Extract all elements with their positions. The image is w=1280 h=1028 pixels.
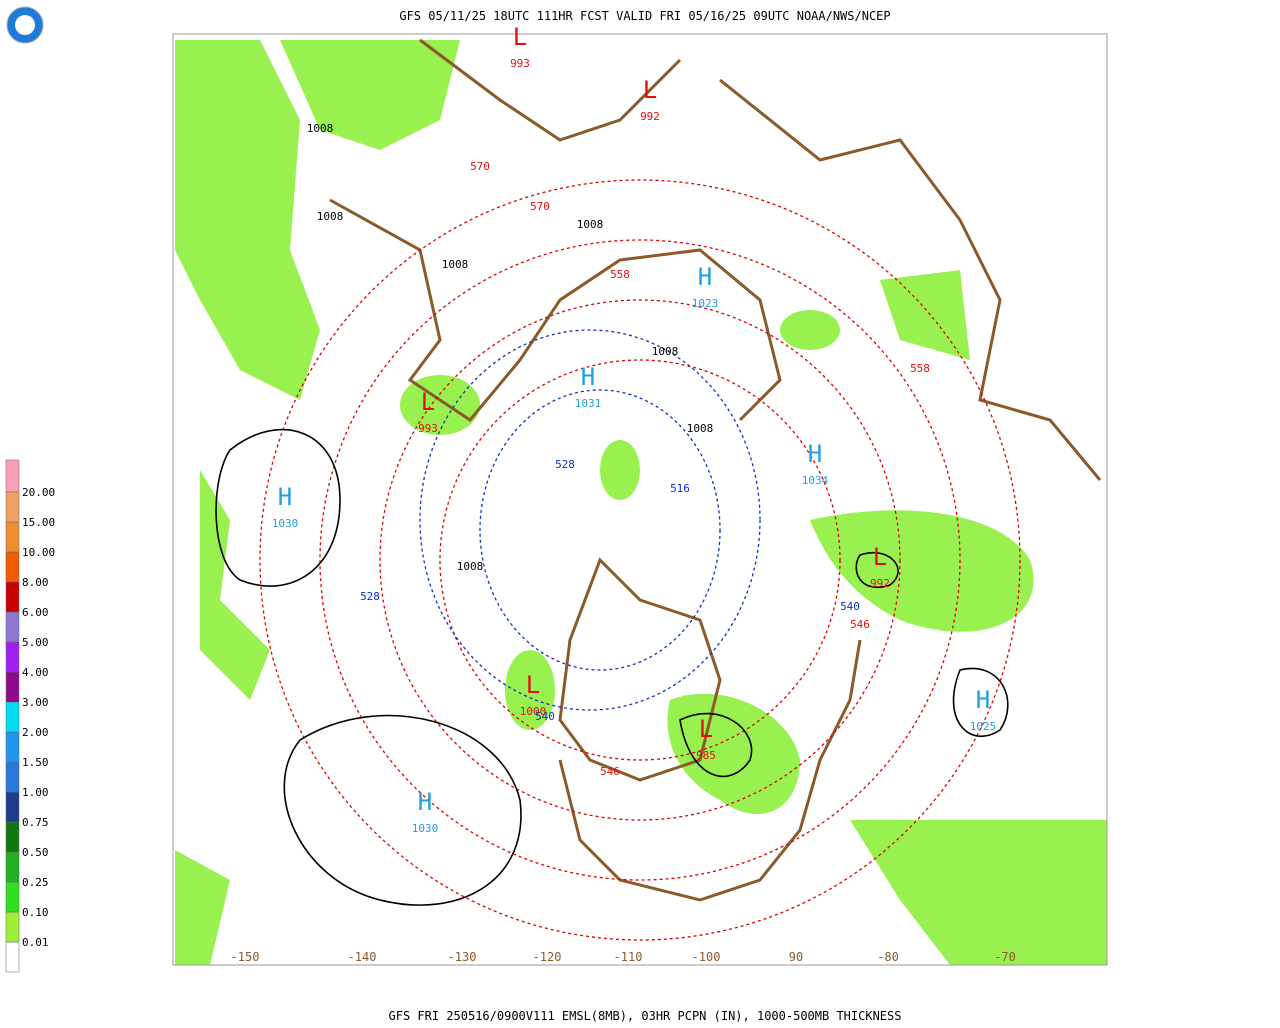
longitude-label: 90 <box>789 950 803 964</box>
legend-label: 0.50 <box>22 846 49 859</box>
contour-label: 540 <box>840 600 860 613</box>
center-symbol: L <box>643 76 657 104</box>
center-symbol: L <box>699 715 713 743</box>
contour-label: 1008 <box>317 210 344 223</box>
legend-label: 4.00 <box>22 666 49 679</box>
contour-label: 1008 <box>442 258 469 271</box>
longitude-label: -100 <box>692 950 721 964</box>
legend-top-swatch <box>5 459 20 493</box>
legend-swatch <box>5 671 20 703</box>
center-value: 1000 <box>520 705 547 718</box>
legend-swatch <box>5 551 20 583</box>
map-area <box>173 34 1107 965</box>
longitude-label: -70 <box>994 950 1016 964</box>
legend-swatch <box>5 731 20 763</box>
thickness-contours <box>259 179 1021 941</box>
legend-swatch <box>5 761 20 793</box>
legend-swatch <box>5 791 20 823</box>
center-symbol: L <box>513 23 527 51</box>
legend-label: 6.00 <box>22 606 49 619</box>
legend-label: 20.00 <box>22 486 55 499</box>
title: GFS 05/11/25 18UTC 111HR FCST VALID FRI … <box>399 9 890 23</box>
legend-swatch <box>5 911 20 943</box>
legend-label: 15.00 <box>22 516 55 529</box>
legend-label: 1.00 <box>22 786 49 799</box>
longitude-label: -110 <box>614 950 643 964</box>
longitude-label: -80 <box>877 950 899 964</box>
center-symbol: H <box>698 263 712 291</box>
contour-label: 570 <box>530 200 550 213</box>
legend-swatch <box>5 881 20 913</box>
center-value: 992 <box>640 110 660 123</box>
longitude-label: -120 <box>533 950 562 964</box>
center-value: 1030 <box>412 822 439 835</box>
contour-label: 1008 <box>687 422 714 435</box>
center-value: 992 <box>870 577 890 590</box>
center-symbol: L <box>421 388 435 416</box>
center-value: 985 <box>696 749 716 762</box>
legend-swatch <box>5 491 20 523</box>
center-value: 1025 <box>970 720 997 733</box>
center-symbol: H <box>278 483 292 511</box>
legend-label: 5.00 <box>22 636 49 649</box>
longitude-label: -150 <box>231 950 260 964</box>
precip-areas <box>175 40 1107 965</box>
footer-caption: GFS FRI 250516/0900V111 EMSL(8MB), 03HR … <box>389 1009 902 1023</box>
contour-label: 1008 <box>457 560 484 573</box>
noaa-logo-inner <box>15 15 35 35</box>
legend-label: 0.75 <box>22 816 49 829</box>
center-symbol: L <box>526 671 540 699</box>
longitude-label: -130 <box>448 950 477 964</box>
legend-label: 8.00 <box>22 576 49 589</box>
legend-swatch <box>5 851 20 883</box>
contour-label: 1008 <box>577 218 604 231</box>
cold-thickness-contours <box>419 329 761 711</box>
center-value: 1034 <box>802 474 829 487</box>
center-symbol: L <box>873 543 887 571</box>
contour-label: 528 <box>555 458 575 471</box>
center-value: 1030 <box>272 517 299 530</box>
legend-label: 0.01 <box>22 936 49 949</box>
coastlines <box>329 38 1102 902</box>
map-border <box>172 33 1108 966</box>
contour-label: 558 <box>610 268 630 281</box>
center-value: 993 <box>418 422 438 435</box>
legend-swatch <box>5 701 20 733</box>
contour-label: 540 <box>535 710 555 723</box>
legend-swatch <box>5 941 20 973</box>
contour-label: 558 <box>910 362 930 375</box>
center-value: 993 <box>510 57 530 70</box>
contour-label: 546 <box>850 618 870 631</box>
legend-label: 10.00 <box>22 546 55 559</box>
isobars <box>215 428 1009 906</box>
legend-swatch <box>5 641 20 673</box>
legend-label: 3.00 <box>22 696 49 709</box>
legend-label: 2.00 <box>22 726 49 739</box>
legend-label: 1.50 <box>22 756 49 769</box>
center-symbol: H <box>418 788 432 816</box>
legend-label: 0.10 <box>22 906 49 919</box>
legend-swatch <box>5 581 20 613</box>
legend-label: 0.25 <box>22 876 49 889</box>
center-symbol: H <box>808 440 822 468</box>
legend-swatch <box>5 521 20 553</box>
legend-swatch <box>5 611 20 643</box>
contour-label: 1008 <box>307 122 334 135</box>
legend-swatch <box>5 821 20 853</box>
contour-label: 546 <box>600 765 620 778</box>
center-symbol: H <box>581 363 595 391</box>
contour-label: 570 <box>470 160 490 173</box>
contour-label: 1008 <box>652 345 679 358</box>
center-value: 1023 <box>692 297 719 310</box>
contour-label: 516 <box>670 482 690 495</box>
contour-label: 528 <box>360 590 380 603</box>
center-symbol: H <box>976 686 990 714</box>
center-value: 1031 <box>575 397 602 410</box>
longitude-label: -140 <box>348 950 377 964</box>
